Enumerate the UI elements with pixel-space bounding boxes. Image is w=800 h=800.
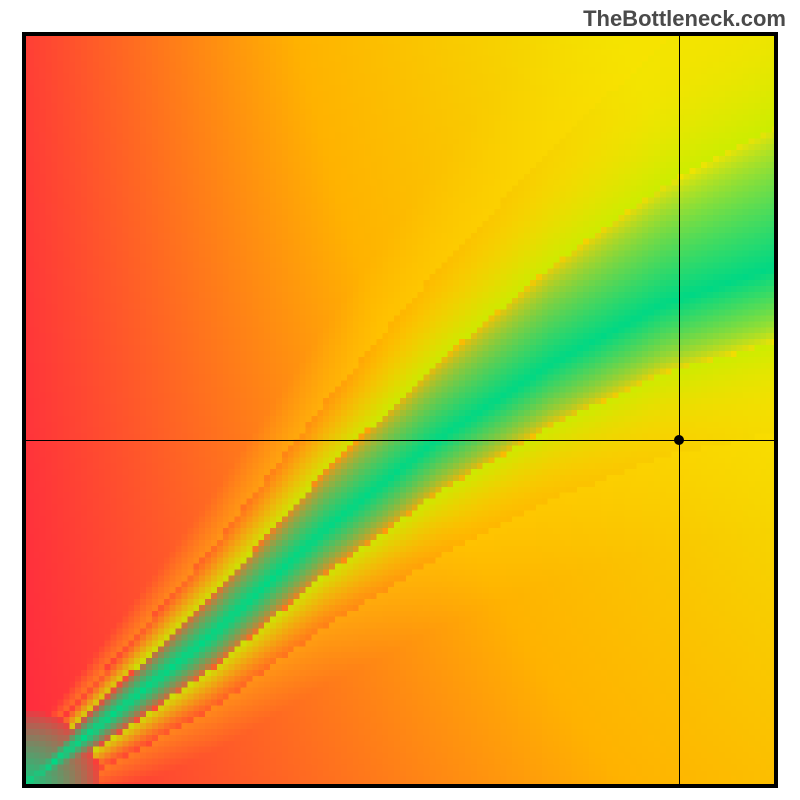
watermark-text: TheBottleneck.com (583, 6, 786, 32)
crosshair-marker (674, 435, 684, 445)
crosshair-vertical (679, 32, 680, 788)
chart-container: TheBottleneck.com (0, 0, 800, 800)
heatmap-canvas (22, 32, 778, 788)
crosshair-horizontal (22, 440, 778, 441)
